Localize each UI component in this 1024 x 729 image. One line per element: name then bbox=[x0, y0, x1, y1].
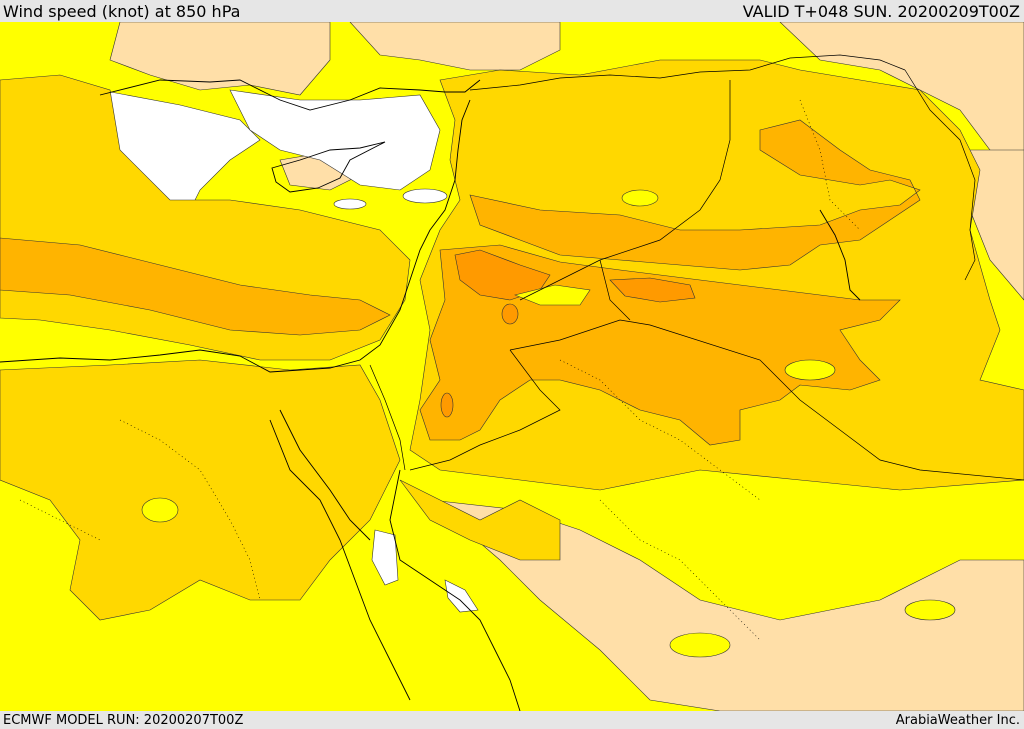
calm-spot-1 bbox=[333, 198, 367, 210]
fresh-band-med bbox=[0, 237, 391, 336]
coastline-cyprus bbox=[271, 141, 386, 193]
light-patch-2 bbox=[621, 189, 659, 207]
coastline-gulf-suez bbox=[279, 409, 371, 541]
light-patch-5 bbox=[669, 632, 731, 658]
internal-boundary-1 bbox=[559, 359, 761, 501]
tan-area-saudi bbox=[429, 499, 1024, 711]
border-egypt-israel bbox=[369, 364, 406, 471]
moderate-band-sinai bbox=[399, 479, 561, 561]
tan-area-northeast bbox=[779, 22, 1024, 171]
coastline-gulf bbox=[819, 209, 861, 301]
coastline-red-sea-west bbox=[269, 419, 411, 701]
moderate-band-egypt bbox=[0, 359, 401, 621]
fresh-band-syria-iraq bbox=[469, 119, 921, 271]
internal-boundary-5 bbox=[19, 499, 101, 541]
border-syria-iraq bbox=[519, 80, 731, 301]
map-title: Wind speed (knot) at 850 hPa bbox=[3, 2, 241, 21]
light-patch-3 bbox=[784, 359, 836, 381]
wind-speed-map bbox=[0, 22, 1024, 711]
credit: ArabiaWeather Inc. bbox=[895, 713, 1020, 728]
strong-core-4 bbox=[440, 392, 454, 418]
border-turkey-syria bbox=[469, 54, 906, 91]
strong-core-3 bbox=[501, 303, 519, 325]
calm-area-red-sea bbox=[444, 579, 479, 613]
model-run: ECMWF MODEL RUN: 20200207T00Z bbox=[3, 713, 244, 728]
border-jordan-saudi bbox=[509, 319, 1024, 481]
header-bar: Wind speed (knot) at 850 hPa VALID T+048… bbox=[0, 0, 1024, 22]
light-patch-1 bbox=[514, 284, 591, 306]
calm-area-gulf-aqaba bbox=[371, 529, 399, 586]
footer-bar: ECMWF MODEL RUN: 20200207T00Z ArabiaWeat… bbox=[0, 711, 1024, 729]
coastline-red-sea-east bbox=[389, 469, 521, 711]
map-canvas bbox=[0, 22, 1024, 711]
coastline-east-med bbox=[0, 99, 471, 373]
calm-spot-2 bbox=[402, 188, 448, 204]
border-jordan-south bbox=[409, 349, 561, 471]
valid-time: VALID T+048 SUN. 20200209T00Z bbox=[742, 2, 1020, 21]
internal-boundary-4 bbox=[599, 499, 761, 641]
border-iraq-iran bbox=[904, 69, 976, 281]
tan-area-turkey bbox=[349, 22, 561, 71]
light-patch-4 bbox=[141, 497, 179, 523]
border-jordan-iraq bbox=[599, 259, 631, 321]
coastline-turkey-south bbox=[99, 79, 481, 111]
light-patch-6 bbox=[904, 599, 956, 621]
internal-boundary-2 bbox=[119, 419, 261, 601]
strong-core-2 bbox=[609, 277, 696, 303]
